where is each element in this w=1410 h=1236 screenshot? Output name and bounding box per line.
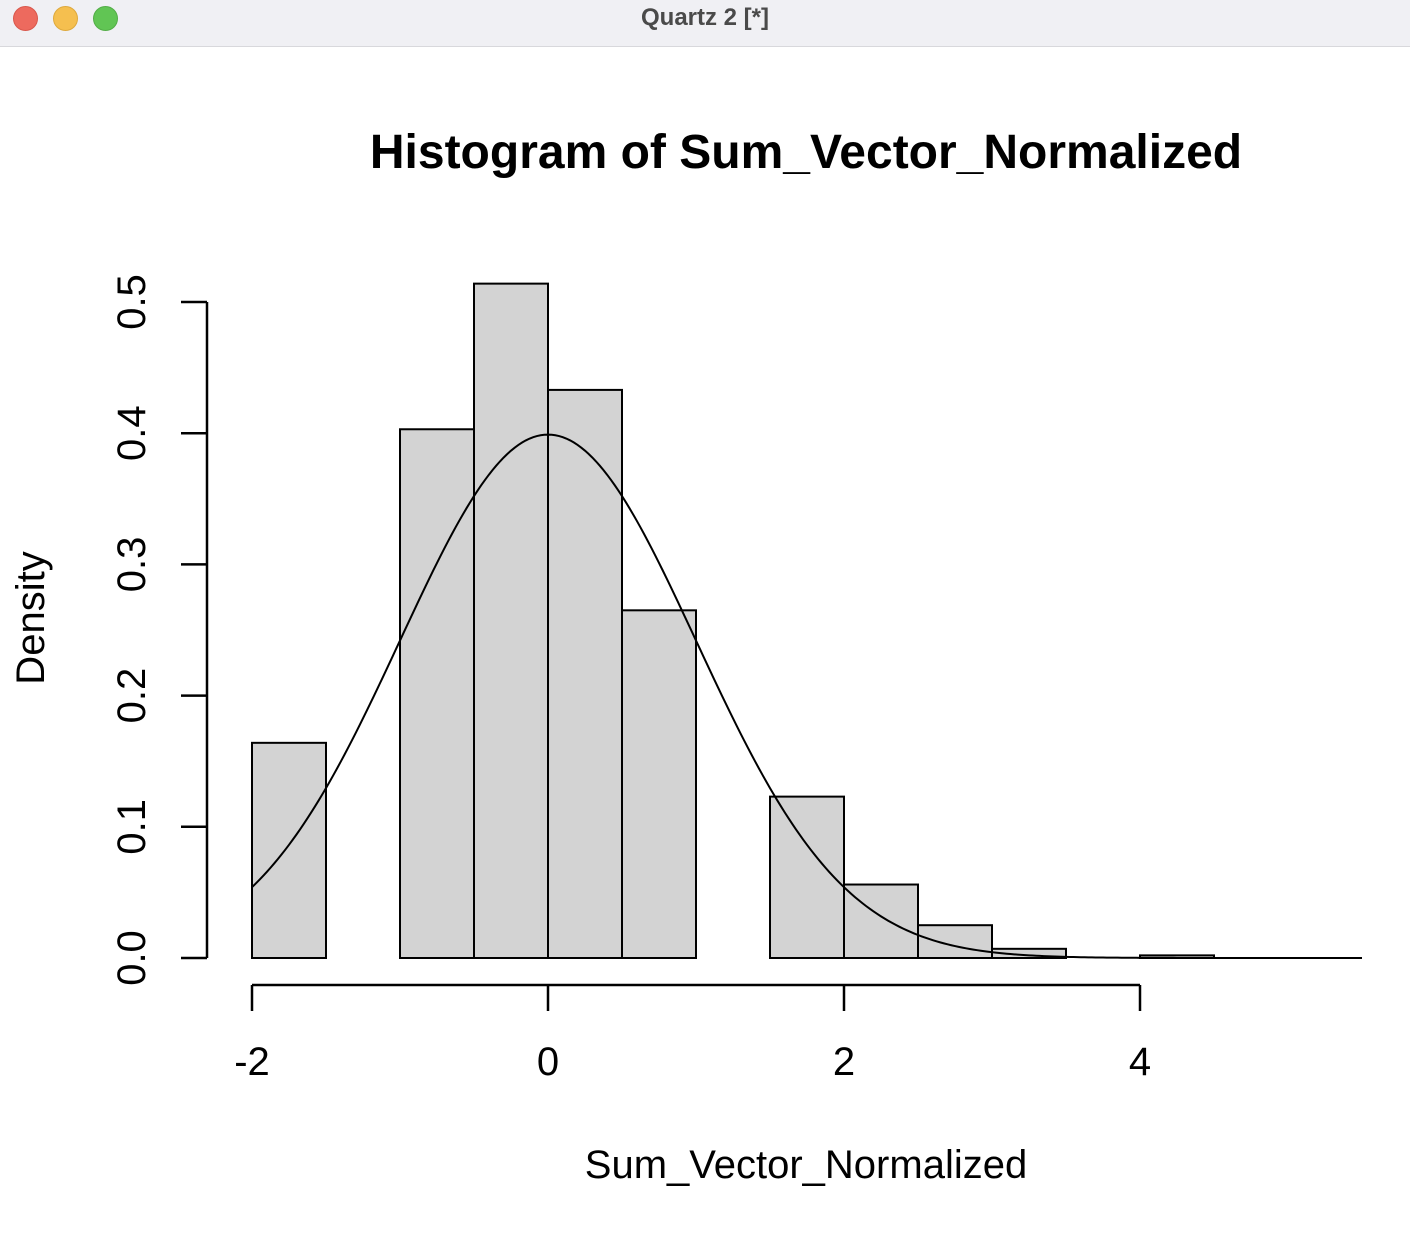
y-tick-label-3: 0.3 bbox=[110, 537, 154, 593]
y-tick-label-4: 0.4 bbox=[110, 405, 154, 461]
y-axis: 0.0 0.1 0.2 0.3 0.4 0.5 bbox=[110, 274, 209, 986]
minimize-window-button[interactable] bbox=[53, 6, 78, 31]
y-tick-label-5: 0.5 bbox=[110, 274, 154, 330]
histogram-bar-0 bbox=[251, 741, 327, 959]
x-tick-label-0: -2 bbox=[234, 1040, 270, 1084]
y-tick-label-2: 0.2 bbox=[110, 668, 154, 724]
title-bar[interactable]: Quartz 2 [*] bbox=[0, 0, 1410, 47]
x-axis: -2 0 2 4 bbox=[234, 983, 1151, 1084]
close-window-button[interactable] bbox=[13, 6, 38, 31]
zoom-window-button[interactable] bbox=[93, 6, 118, 31]
chart-title: Histogram of Sum_Vector_Normalized bbox=[370, 126, 1242, 179]
window-title: Quartz 2 [*] bbox=[640, 4, 769, 31]
y-axis-label: Density bbox=[9, 551, 53, 684]
histogram-bar-8 bbox=[843, 883, 919, 960]
histogram-bar-4 bbox=[547, 388, 623, 959]
histogram-bar-7 bbox=[769, 795, 845, 960]
x-tick-label-2: 2 bbox=[833, 1040, 855, 1084]
x-tick-label-3: 4 bbox=[1129, 1040, 1151, 1084]
histogram-bar-9 bbox=[917, 924, 993, 960]
histogram-bar-5 bbox=[621, 609, 697, 959]
histogram-bar-2 bbox=[399, 428, 475, 960]
x-axis-label: Sum_Vector_Normalized bbox=[585, 1143, 1027, 1187]
y-tick-label-0: 0.0 bbox=[110, 930, 154, 986]
normal-density-curve bbox=[251, 433, 1362, 959]
y-tick-label-1: 0.1 bbox=[110, 799, 154, 855]
histogram-bar-3 bbox=[473, 282, 549, 959]
histogram-bar-10 bbox=[991, 947, 1067, 959]
x-tick-label-1: 0 bbox=[537, 1040, 559, 1084]
histogram-bars bbox=[251, 282, 1215, 960]
